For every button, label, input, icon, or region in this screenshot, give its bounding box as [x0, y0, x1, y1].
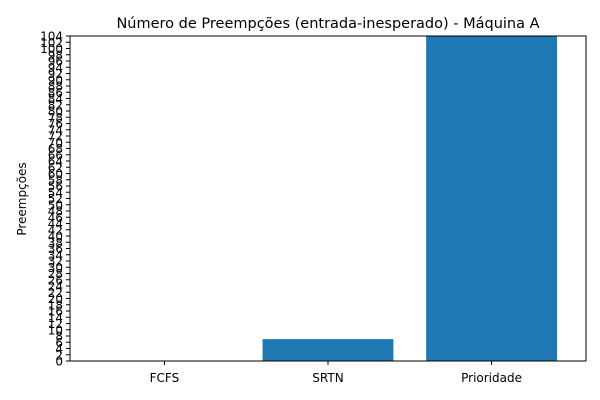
y-tick-label: 38 [48, 236, 63, 250]
y-tick-label: 14 [48, 311, 63, 325]
y-tick-label: 42 [48, 223, 63, 237]
y-tick-label: 98 [48, 48, 63, 62]
y-tick-label: 96 [48, 55, 63, 69]
y-tick-label: 18 [48, 298, 63, 312]
y-tick-label: 80 [48, 105, 63, 119]
x-axis: FCFS SRTN Prioridade [150, 361, 522, 385]
y-tick-label: 48 [48, 205, 63, 219]
y-tick-label: 104 [40, 30, 63, 44]
y-tick-label: 94 [48, 61, 63, 75]
y-tick-label: 26 [48, 273, 63, 287]
y-tick-label: 56 [48, 180, 63, 194]
y-tick-label: 16 [48, 305, 63, 319]
y-tick-label: 62 [48, 161, 63, 175]
y-tick-label: 58 [48, 173, 63, 187]
y-tick-label: 70 [48, 136, 63, 150]
y-tick-label: 84 [48, 92, 63, 106]
y-tick-label: 46 [48, 211, 63, 225]
y-tick-label: 102 [40, 36, 63, 50]
plot-frame [69, 35, 587, 362]
y-tick-label: 2 [55, 348, 63, 362]
y-tick-label: 86 [48, 86, 63, 100]
y-tick-label: 82 [48, 98, 63, 112]
y-tick-label: 100 [40, 42, 63, 56]
y-tick-label: 10 [48, 323, 63, 337]
y-tick-label: 88 [48, 80, 63, 94]
y-tick-label: 24 [48, 280, 63, 294]
y-tick-label: 68 [48, 142, 63, 156]
y-tick-label: 8 [55, 330, 63, 344]
y-tick-label: 74 [48, 123, 63, 137]
y-tick-label: 54 [48, 186, 63, 200]
y-axis-title: Preempções [15, 162, 29, 235]
y-tick-label: 36 [48, 242, 63, 256]
y-tick-label: 50 [48, 198, 63, 212]
y-tick-label: 4 [55, 342, 63, 356]
y-axis: 0246810121416182022242628303234363840424… [40, 30, 70, 369]
bar-prioridade [426, 36, 557, 361]
y-tick-label: 30 [48, 261, 63, 275]
bars-group [262, 36, 557, 361]
y-tick-label: 76 [48, 117, 63, 131]
y-tick-label: 12 [48, 317, 63, 331]
x-tick-label: Prioridade [461, 371, 522, 385]
y-tick-label: 20 [48, 292, 63, 306]
bar-srtn [262, 339, 394, 361]
y-tick-label: 78 [48, 111, 63, 125]
y-tick-label: 28 [48, 267, 63, 281]
x-tick-label: FCFS [150, 371, 180, 385]
y-tick-label: 92 [48, 67, 63, 81]
y-tick-label: 52 [48, 192, 63, 206]
y-tick-label: 60 [48, 167, 63, 181]
y-tick-label: 22 [48, 286, 63, 300]
y-tick-label: 34 [48, 248, 63, 262]
chart-title: Número de Preempções (entrada-inesperado… [116, 16, 539, 32]
y-tick-label: 44 [48, 217, 63, 231]
y-tick-label: 64 [48, 155, 63, 169]
y-tick-label: 90 [48, 73, 63, 87]
y-tick-label: 72 [48, 130, 63, 144]
y-tick-label: 66 [48, 148, 63, 162]
x-tick-label: SRTN [312, 371, 343, 385]
y-tick-label: 6 [55, 336, 63, 350]
y-tick-label: 0 [55, 355, 63, 369]
y-tick-label: 40 [48, 230, 63, 244]
y-tick-label: 32 [48, 255, 63, 269]
